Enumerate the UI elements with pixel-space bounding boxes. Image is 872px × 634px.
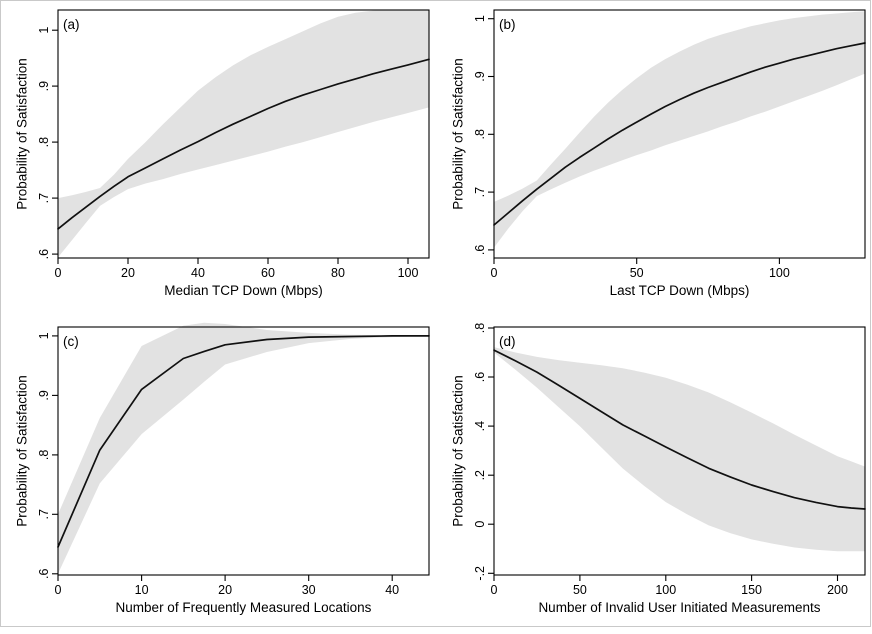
y-tick-label: .8 [473, 129, 487, 139]
x-tick-label: 10 [135, 583, 149, 597]
x-axis-title: Last TCP Down (Mbps) [610, 283, 750, 298]
y-tick-label: .7 [473, 187, 487, 197]
confidence-band [494, 11, 865, 248]
y-tick-label: .8 [473, 323, 487, 333]
y-axis-title: Probability of Satisfaction [451, 375, 466, 527]
panel-letter-label: (a) [63, 17, 80, 32]
panel-b: 0 50 100 .6 .7 .8 .9 1 Last TCP Down (Mbps) Proba… [436, 0, 872, 317]
y-tick-label: .6 [37, 569, 51, 579]
confidence-band [58, 10, 429, 258]
y-tick-label: .7 [37, 509, 51, 519]
x-tick-label: 20 [218, 583, 232, 597]
y-axis-title: Probability of Satisfaction [15, 58, 30, 210]
y-tick-label: .6 [37, 249, 51, 259]
y-tick-label: .8 [37, 137, 51, 147]
x-tick-label: 40 [385, 583, 399, 597]
panel-a-chart: 0 20 40 60 80 100 .6 .7 .8 .9 1 Median TCP Down (Mb… [15, 9, 430, 298]
x-tick-label: 200 [827, 583, 848, 597]
x-tick-label: 60 [261, 266, 275, 280]
x-tick-label: 20 [121, 266, 135, 280]
x-tick-label: 50 [630, 266, 644, 280]
y-axis-title: Probability of Satisfaction [15, 375, 30, 527]
x-tick-label: 80 [331, 266, 345, 280]
prediction-line [57, 58, 430, 230]
y-tick-label: .6 [473, 372, 487, 382]
y-tick-label: .9 [37, 390, 51, 400]
x-tick-label: 50 [573, 583, 587, 597]
x-tick-label: 30 [302, 583, 316, 597]
prediction-line [493, 42, 866, 226]
x-tick-label: 0 [491, 266, 498, 280]
confidence-band [58, 322, 429, 574]
panel-letter-label: (d) [499, 334, 516, 349]
prediction-line [493, 349, 866, 510]
y-tick-label: .6 [473, 245, 487, 255]
plot-box [57, 326, 430, 576]
panel-letter-label: (b) [499, 17, 516, 32]
y-tick-label: .8 [37, 450, 51, 460]
y-tick-label: 1 [37, 27, 51, 34]
y-tick-label: 0 [473, 521, 487, 528]
x-tick-label: 0 [55, 583, 62, 597]
panel-a: 0 20 40 60 80 100 .6 .7 .8 .9 1 Median TCP Down (Mb… [0, 0, 436, 317]
x-tick-label: 40 [191, 266, 205, 280]
y-tick-label: 1 [37, 332, 51, 339]
confidence-band [494, 347, 865, 552]
y-axis-title: Probability of Satisfaction [451, 58, 466, 210]
x-axis-title: Number of Invalid User Initiated Measure… [538, 600, 820, 615]
plot-box [493, 326, 866, 576]
x-tick-label: 0 [491, 583, 498, 597]
x-tick-label: 100 [769, 266, 790, 280]
x-axis-title: Median TCP Down (Mbps) [164, 283, 323, 298]
panel-c: 0 10 20 30 40 .6 .7 .8 .9 1 Number of Frequently M… [0, 317, 436, 634]
x-tick-label: 0 [55, 266, 62, 280]
prediction-line [57, 335, 430, 548]
y-tick-label: 1 [473, 15, 487, 22]
panel-c-chart: 0 10 20 30 40 .6 .7 .8 .9 1 Number of Frequently M… [15, 322, 430, 615]
y-tick-label: -.2 [473, 566, 487, 581]
panel-b-chart: 0 50 100 .6 .7 .8 .9 1 Last TCP Down (Mbps) Proba… [451, 9, 866, 298]
y-tick-label: .9 [37, 81, 51, 91]
y-tick-label: .4 [473, 421, 487, 431]
x-tick-label: 100 [655, 583, 676, 597]
plot-box [57, 9, 430, 259]
x-axis-title: Number of Frequently Measured Locations [116, 600, 372, 615]
panel-d: 0 50 100 150 200 -.2 0 .2 .4 .6 .8 Number of Invali… [436, 317, 872, 634]
panel-letter-label: (c) [63, 334, 79, 349]
y-tick-label: .2 [473, 470, 487, 480]
x-tick-label: 150 [741, 583, 762, 597]
panel-d-chart: 0 50 100 150 200 -.2 0 .2 .4 .6 .8 Number of Invali… [451, 323, 866, 615]
y-tick-label: .7 [37, 193, 51, 203]
x-tick-label: 100 [398, 266, 419, 280]
y-tick-label: .9 [473, 71, 487, 81]
